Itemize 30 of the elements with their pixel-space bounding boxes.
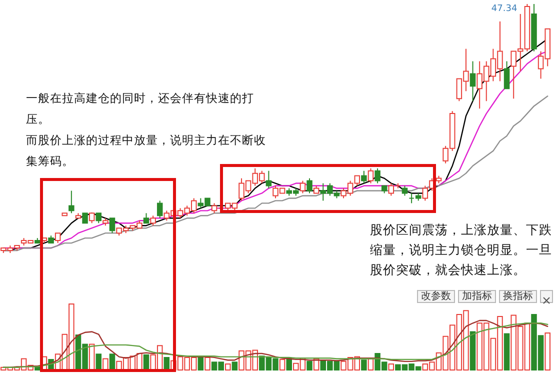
bar — [470, 331, 476, 370]
toolbar-button: 换指标 — [499, 290, 537, 303]
bar — [306, 360, 312, 370]
candlestick — [361, 170, 367, 184]
bar — [361, 360, 367, 370]
candlestick — [374, 168, 380, 184]
candlestick — [54, 232, 61, 244]
candlestick — [504, 60, 510, 90]
annotation: 47.34 — [491, 4, 518, 14]
annotation: 而股价上涨的过程中放量，说明主力在不断收集筹码。 — [26, 132, 267, 170]
toolbar-button: 改参数 — [417, 290, 455, 303]
toolbar-button: 加指标 — [458, 290, 496, 303]
annotation: 一般在拉高建仓的同时，还会伴有快速的打压。 — [26, 90, 255, 128]
candlestick — [96, 212, 102, 224]
bar — [504, 333, 510, 370]
candlestick — [109, 218, 116, 234]
candlestick — [300, 180, 306, 194]
candlestick — [266, 170, 272, 189]
candlestick — [88, 212, 95, 224]
candlestick — [306, 178, 312, 194]
candlestick — [82, 212, 88, 224]
candlestick — [402, 185, 408, 196]
candlestick — [143, 212, 150, 224]
bar — [232, 362, 238, 370]
candlestick — [156, 200, 163, 219]
candlestick — [368, 168, 374, 184]
candlestick — [150, 215, 156, 226]
candlestick — [470, 60, 476, 102]
annotation: 股价区间震荡，上涨放量、下跌缩量，说明主力锁仓明显。一旦股价突破，就会快速上涨。 — [370, 221, 553, 279]
candlestick — [68, 190, 74, 214]
